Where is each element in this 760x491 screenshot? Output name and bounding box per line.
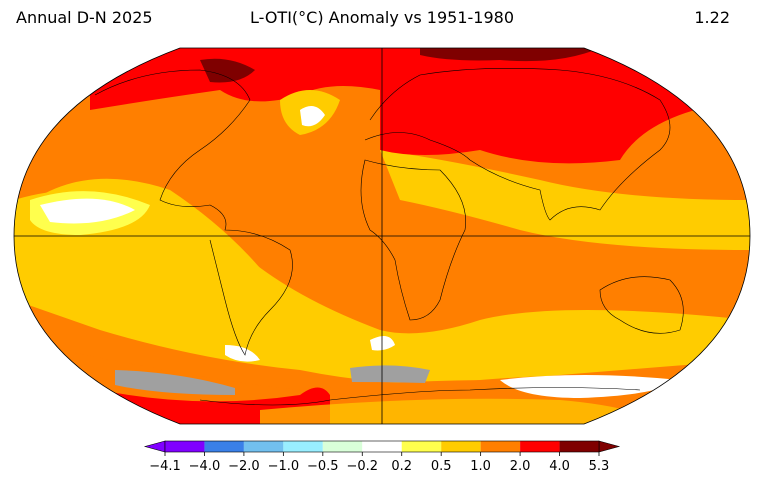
colorbar-bin <box>441 441 481 452</box>
colorbar-extend-high <box>598 440 621 453</box>
colorbar-bin <box>165 441 205 452</box>
colorbar-bin <box>243 441 284 452</box>
colorbar: −4.1 −4.0 −2.0 −1.0 −0.5 −0.2 0.2 0.5 1.0 2.0 4.0 5… <box>143 440 621 474</box>
map <box>14 48 750 424</box>
colorbar-tick-label: 0.2 <box>391 459 412 474</box>
colorbar-bin <box>480 441 521 452</box>
colorbar-tick-label: −1.0 <box>268 459 300 474</box>
colorbar-tick-label: 4.0 <box>549 459 570 474</box>
colorbar-bin <box>204 441 244 452</box>
colorbar-tick-label: 0.5 <box>431 459 452 474</box>
map-border <box>13 47 751 425</box>
period-label: Annual D-N 2025 <box>16 8 153 27</box>
colorbar-bin <box>362 441 402 452</box>
colorbar-tick-label: −4.1 <box>149 459 181 474</box>
colorbar-frame <box>164 440 600 453</box>
colorbar-tick-label: −0.5 <box>307 459 339 474</box>
colorbar-extend-low <box>143 440 166 453</box>
colorbar-tick-label: −4.0 <box>189 459 221 474</box>
global-mean: 1.22 <box>694 8 730 27</box>
colorbar-bin <box>559 441 599 452</box>
colorbar-bin <box>322 441 363 452</box>
colorbar-tick-label: 5.3 <box>589 459 610 474</box>
colorbar-bin <box>520 441 560 452</box>
colorbar-tick-label: 2.0 <box>510 459 531 474</box>
colorbar-tick-label: −0.2 <box>346 459 378 474</box>
coastlines <box>94 68 684 406</box>
colorbar-tick-label: 1.0 <box>470 459 491 474</box>
colorbar-tick-label: −2.0 <box>228 459 260 474</box>
colorbar-bin <box>283 441 323 452</box>
colorbar-bin <box>401 441 442 452</box>
map-title: L-OTI(°C) Anomaly vs 1951-1980 <box>250 8 514 27</box>
